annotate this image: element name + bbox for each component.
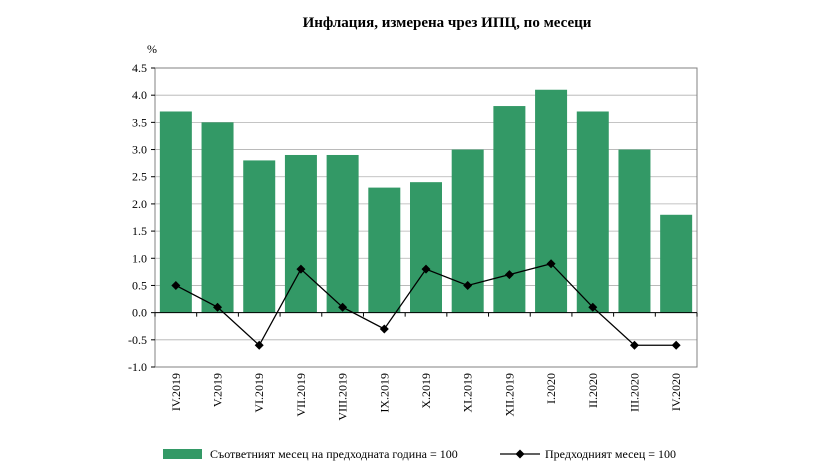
- y-tick-label: 1.0: [132, 251, 147, 265]
- x-tick-label: II.2020: [586, 373, 600, 408]
- x-tick-label: IV.2020: [669, 373, 683, 411]
- line-point: [213, 302, 223, 312]
- y-tick-label: 3.5: [132, 115, 147, 129]
- y-tick-label: 4.5: [132, 61, 147, 75]
- x-tick-label: III.2020: [627, 373, 641, 412]
- y-tick-label: -1.0: [128, 360, 147, 374]
- line-point: [546, 259, 556, 269]
- line-point: [171, 280, 181, 290]
- bar: [493, 106, 526, 313]
- plot-border: [154, 67, 698, 368]
- bar: [243, 160, 276, 313]
- y-tick-label: 0.0: [132, 306, 147, 320]
- line-series: [171, 259, 681, 350]
- x-tick-label: X.2019: [419, 373, 433, 409]
- x-tick-label: XII.2019: [502, 373, 516, 417]
- chart-title: Инфлация, измерена чрез ИПЦ, по месеци: [303, 15, 592, 31]
- x-tick-label: XI.2019: [461, 373, 475, 413]
- bar: [284, 154, 317, 313]
- legend-swatch-marker: [515, 449, 525, 459]
- y-tick-label: 2.5: [132, 170, 147, 184]
- bar: [326, 154, 359, 313]
- x-tick-label: VII.2019: [294, 373, 308, 417]
- y-tick-label: 1.5: [132, 224, 147, 238]
- y-tick-label: -0.5: [128, 333, 147, 347]
- y-axis-ticks: -1.0 -0.5 0.0 0.5 1.0 1.5 2.0 2.5 3.0 3.5 4.0 4.5: [128, 61, 147, 374]
- line-point: [421, 264, 431, 274]
- line-point: [671, 340, 681, 350]
- bar: [576, 111, 609, 313]
- line-point: [463, 280, 473, 290]
- x-tick-label: IX.2019: [377, 373, 391, 413]
- y-tick-label: 3.0: [132, 143, 147, 157]
- y-tick-label: 2.0: [132, 197, 147, 211]
- bar: [535, 89, 568, 313]
- x-tick-label: IV.2019: [169, 373, 183, 411]
- x-tick-label: VI.2019: [252, 373, 266, 413]
- y-axis-unit-label: %: [147, 42, 157, 56]
- legend-swatch-bar: [163, 449, 202, 459]
- bar: [159, 111, 192, 313]
- bar: [660, 214, 693, 313]
- x-tick-label: I.2020: [544, 373, 558, 404]
- line-point: [296, 264, 306, 274]
- bar: [201, 122, 234, 313]
- x-axis-ticks: IV.2019 V.2019 VI.2019 VII.2019 VIII.2019 IX.…: [169, 373, 683, 421]
- y-tick-label: 0.5: [132, 278, 147, 292]
- bar: [368, 187, 401, 313]
- line-point: [379, 324, 389, 334]
- legend: Съответният месец на предходната година …: [163, 447, 676, 461]
- x-tick-label: V.2019: [211, 373, 225, 407]
- line-point: [338, 302, 348, 312]
- y-tick-label: 4.0: [132, 88, 147, 102]
- bar-series: [159, 89, 693, 313]
- line-point: [254, 340, 264, 350]
- legend-label-bar: Съответният месец на предходната година …: [210, 447, 458, 461]
- x-tick-label: VIII.2019: [336, 373, 350, 421]
- line-point: [629, 340, 639, 350]
- legend-label-line: Предходният месец = 100: [545, 447, 676, 461]
- bar: [618, 149, 651, 313]
- line-point: [504, 270, 514, 280]
- plot-frame: [151, 67, 698, 368]
- bar: [410, 182, 442, 313]
- line-point: [588, 302, 598, 312]
